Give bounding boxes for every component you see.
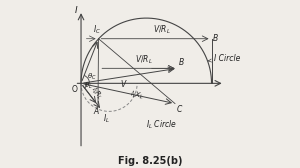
Text: $V$: $V$ [120, 78, 128, 89]
Text: O: O [72, 85, 78, 94]
Text: $I_L$ Circle: $I_L$ Circle [146, 119, 177, 131]
Text: $V/R_L$: $V/R_L$ [135, 54, 152, 66]
Text: I: I [74, 7, 77, 15]
Text: A: A [93, 107, 99, 116]
Text: $\theta_L$: $\theta_L$ [84, 81, 93, 92]
Text: $I_L R_L$: $I_L R_L$ [88, 84, 104, 102]
Text: $V/R_L$: $V/R_L$ [153, 24, 170, 36]
Text: C: C [176, 105, 182, 114]
Text: B: B [213, 34, 218, 43]
Text: I Circle: I Circle [208, 54, 241, 63]
Text: Fig. 8.25(b): Fig. 8.25(b) [118, 156, 182, 166]
Text: $I_L$: $I_L$ [103, 112, 110, 125]
Text: $\theta_C$: $\theta_C$ [87, 71, 97, 82]
Text: $I_L X_L$: $I_L X_L$ [129, 89, 145, 102]
Text: $I_C$: $I_C$ [93, 24, 101, 36]
Text: B: B [179, 58, 184, 67]
